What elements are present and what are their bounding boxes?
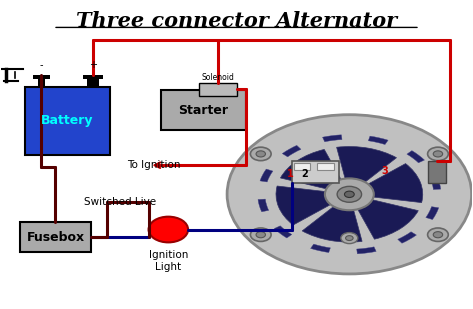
- Wedge shape: [323, 135, 342, 142]
- Circle shape: [341, 233, 358, 243]
- Circle shape: [325, 178, 374, 210]
- Circle shape: [428, 228, 448, 241]
- Text: 2: 2: [301, 169, 308, 180]
- Wedge shape: [407, 150, 424, 163]
- Wedge shape: [282, 146, 301, 157]
- Wedge shape: [274, 226, 292, 238]
- Wedge shape: [302, 194, 362, 242]
- FancyBboxPatch shape: [292, 161, 339, 184]
- FancyBboxPatch shape: [37, 76, 45, 87]
- Wedge shape: [337, 146, 396, 194]
- Circle shape: [433, 151, 443, 157]
- Text: Battery: Battery: [41, 114, 94, 127]
- Circle shape: [428, 147, 448, 161]
- Text: Starter: Starter: [179, 104, 228, 116]
- FancyBboxPatch shape: [429, 161, 447, 184]
- Text: +: +: [89, 60, 97, 70]
- Circle shape: [346, 236, 353, 240]
- Text: Fusebox: Fusebox: [26, 231, 85, 244]
- Circle shape: [433, 232, 443, 238]
- Text: Ignition
Light: Ignition Light: [149, 250, 188, 272]
- Text: -: -: [40, 60, 43, 70]
- Wedge shape: [276, 186, 350, 225]
- Circle shape: [250, 147, 271, 161]
- Circle shape: [344, 191, 354, 197]
- Text: Three connector Alternator: Three connector Alternator: [76, 11, 397, 31]
- Text: 3: 3: [381, 166, 388, 176]
- FancyBboxPatch shape: [317, 163, 334, 171]
- Wedge shape: [311, 244, 330, 252]
- Circle shape: [337, 186, 361, 202]
- Circle shape: [149, 217, 188, 242]
- Wedge shape: [398, 232, 416, 243]
- Circle shape: [227, 115, 472, 274]
- FancyBboxPatch shape: [25, 87, 110, 154]
- FancyBboxPatch shape: [20, 222, 91, 252]
- Text: Solenoid: Solenoid: [201, 73, 234, 82]
- Wedge shape: [350, 194, 418, 239]
- Wedge shape: [350, 163, 423, 203]
- FancyBboxPatch shape: [161, 90, 246, 130]
- Circle shape: [256, 232, 265, 238]
- Wedge shape: [280, 150, 350, 194]
- Circle shape: [256, 151, 265, 157]
- Wedge shape: [430, 177, 441, 189]
- Wedge shape: [368, 136, 388, 145]
- Circle shape: [250, 228, 271, 241]
- Text: Switched Live: Switched Live: [84, 197, 156, 207]
- Text: To Ignition: To Ignition: [127, 160, 181, 170]
- Text: 1: 1: [287, 169, 294, 180]
- FancyBboxPatch shape: [88, 76, 99, 87]
- Wedge shape: [357, 247, 376, 254]
- FancyBboxPatch shape: [294, 163, 310, 171]
- Wedge shape: [260, 169, 273, 182]
- Wedge shape: [258, 199, 269, 212]
- Wedge shape: [426, 207, 438, 220]
- FancyBboxPatch shape: [199, 83, 236, 96]
- FancyBboxPatch shape: [83, 75, 104, 79]
- FancyBboxPatch shape: [33, 75, 50, 79]
